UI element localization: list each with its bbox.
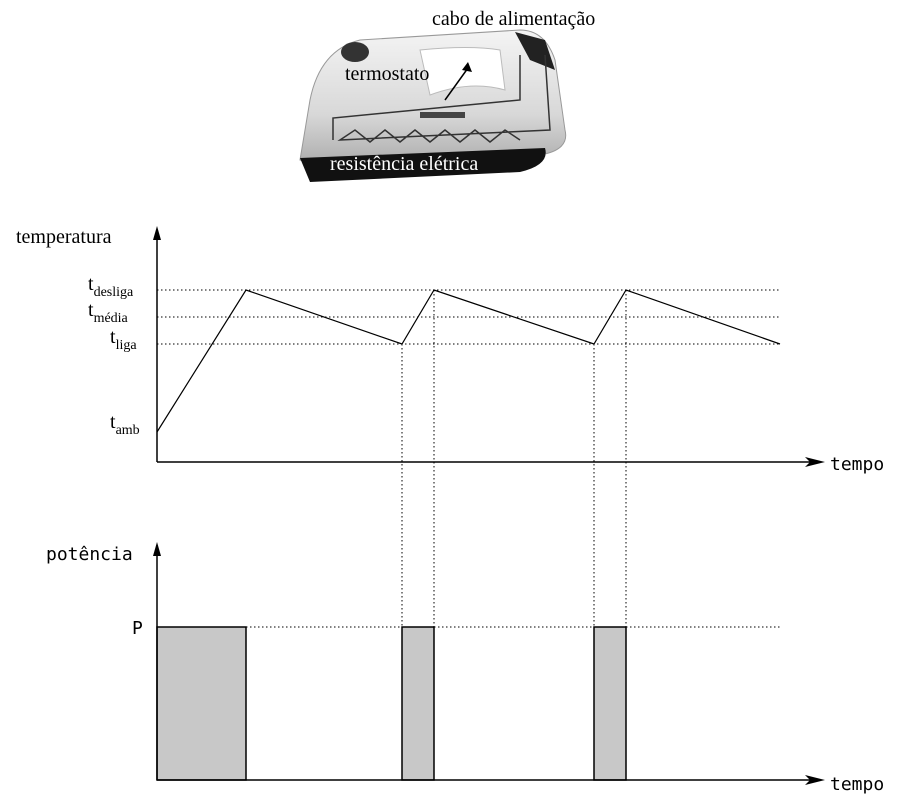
cable-label: cabo de alimentação [432,8,595,30]
label-part: amb [116,423,140,438]
label-part: t [88,273,94,295]
label-part: média [94,311,129,326]
y-label: temperatura [16,226,112,248]
level-label: tmédia [88,299,129,326]
y-label: potência [46,544,133,565]
thermostat-label: termostato [345,63,429,85]
x-label: tempo [830,454,884,475]
arrow [153,542,161,556]
x-label: tempo [830,774,884,795]
label-part: liga [116,338,138,353]
level-label: tamb [110,411,140,438]
level-label: tliga [110,326,137,353]
power-bar [401,626,435,781]
label-part: t [110,326,116,348]
label-part: desliga [94,285,134,300]
label-part: t [110,411,116,433]
label-part: t [88,299,94,321]
temperature-curve [156,289,781,433]
power-graph: potência P tempo [46,542,884,795]
resistance-label: resistência elétrica [330,153,478,175]
guides [401,290,627,780]
level-label: P [132,618,143,639]
arrow [153,226,161,240]
temperature-graph: temperatura tempo tdesliga tmédia tliga … [16,226,884,475]
iron-picture: cabo de alimentação termostato resistênc… [299,8,595,182]
level-label: tdesliga [88,273,134,300]
power-bar [593,626,627,781]
power-bar [156,626,247,781]
arrow [805,775,825,785]
arrow [805,457,825,467]
